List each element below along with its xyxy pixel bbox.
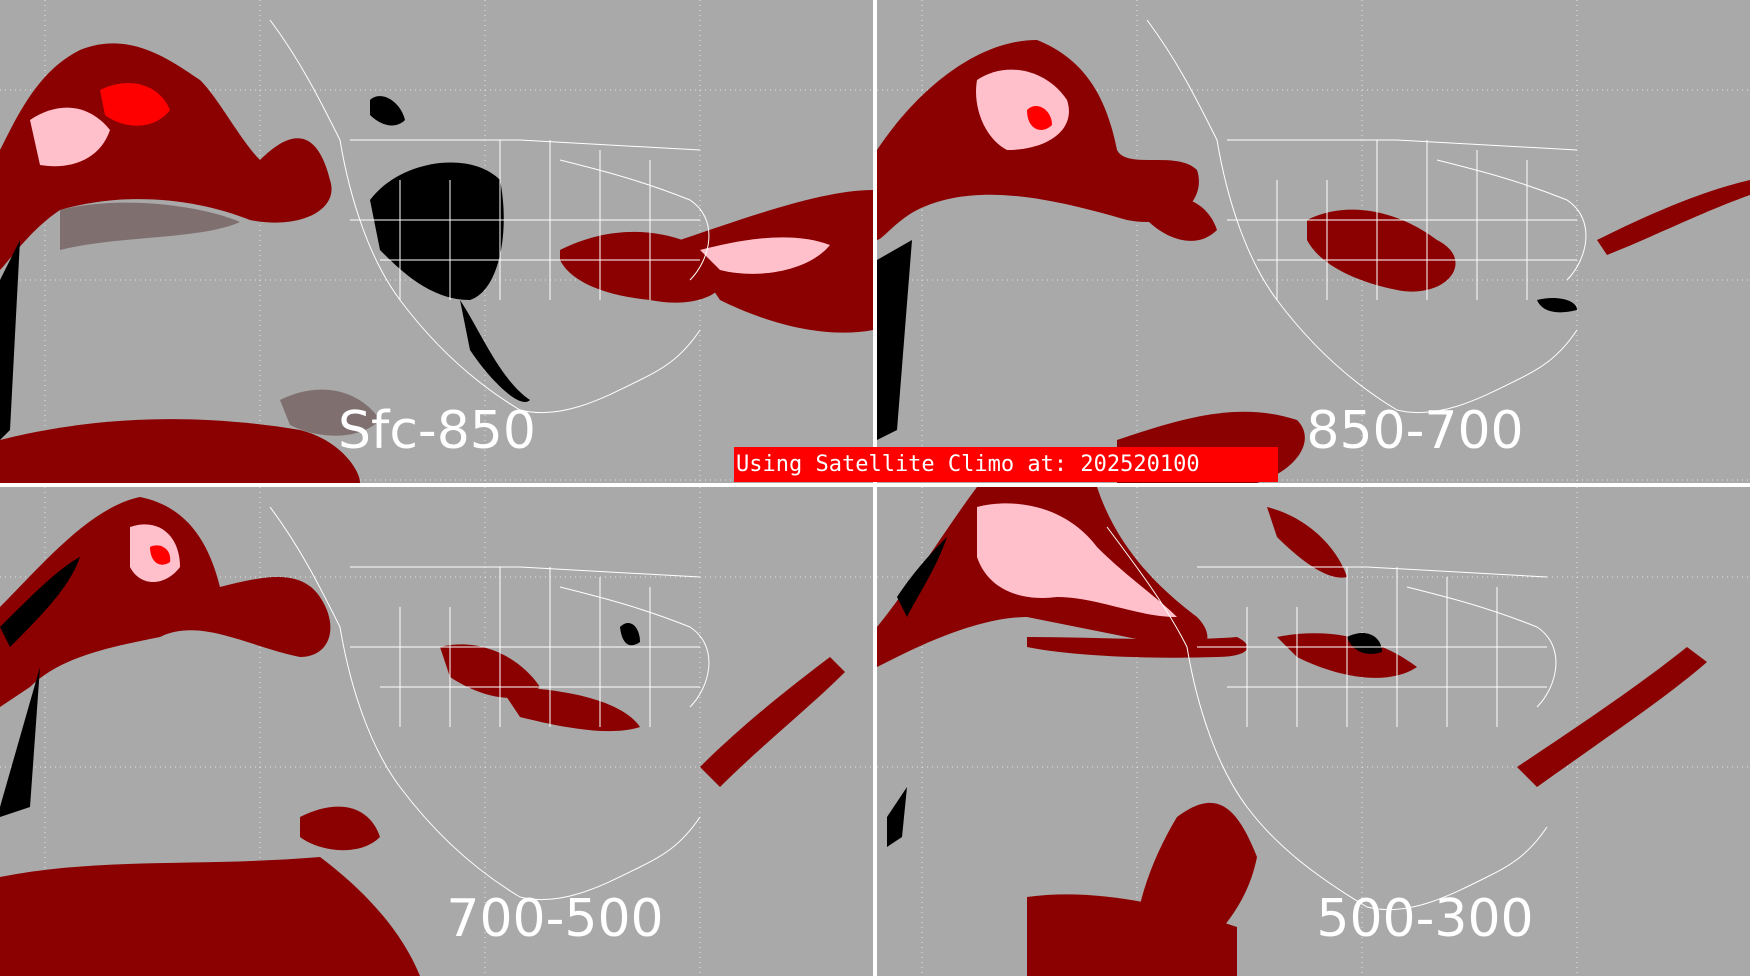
pacific-cloud-haze bbox=[60, 202, 240, 250]
political-boundaries bbox=[269, 19, 710, 414]
pacific-cloud-core bbox=[977, 503, 1177, 617]
left-edge-no-data bbox=[0, 667, 40, 817]
great-basin-no-data bbox=[370, 162, 504, 300]
left-edge-no-data bbox=[887, 787, 907, 847]
pacific-cloud-mid bbox=[1027, 105, 1052, 130]
left-edge-no-data bbox=[877, 240, 912, 440]
cloud-layer bbox=[0, 497, 845, 976]
map-700-500 bbox=[0, 487, 873, 976]
atlantic-streak bbox=[1517, 647, 1707, 787]
map-sfc-850 bbox=[0, 0, 873, 483]
panel-700-500 bbox=[0, 487, 873, 976]
tropical-cloud bbox=[0, 419, 360, 483]
map-500-300 bbox=[877, 487, 1750, 976]
pacific-cloud-band bbox=[0, 43, 332, 270]
pacific-no-data bbox=[897, 537, 947, 617]
horizontal-divider bbox=[0, 483, 1750, 487]
political-boundaries bbox=[1106, 526, 1557, 911]
panel-label-850-700: 850-700 bbox=[1306, 401, 1523, 461]
mexico-no-data bbox=[460, 300, 530, 402]
east-us-cloud bbox=[1307, 209, 1456, 292]
pacific-cloud-core bbox=[30, 107, 110, 167]
tropical-cloud bbox=[300, 806, 380, 851]
cloud-layer bbox=[877, 487, 1707, 976]
east-us-cloud bbox=[560, 231, 726, 303]
tropical-bottom bbox=[0, 857, 420, 976]
pacific-cloud-band bbox=[0, 497, 331, 707]
vertical-divider bbox=[873, 0, 877, 976]
great-lakes-no-data bbox=[620, 622, 640, 646]
climo-banner: Using Satellite Climo at: 202520100 bbox=[734, 447, 1278, 482]
great-lakes-no-data bbox=[1347, 632, 1382, 654]
pacific-no-data bbox=[0, 557, 80, 647]
canada-cloud bbox=[1267, 507, 1347, 578]
panel-label-500-300: 500-300 bbox=[1316, 889, 1533, 949]
panel-sfc-850 bbox=[0, 0, 873, 483]
pacific-cloud-mid bbox=[100, 82, 170, 126]
tropical-bottom bbox=[1027, 894, 1237, 976]
us-cloud-2 bbox=[500, 687, 640, 732]
east-us-cloud-2 bbox=[1147, 196, 1217, 241]
cloud-layer bbox=[0, 43, 873, 483]
panel-label-700-500: 700-500 bbox=[446, 889, 663, 949]
canada-no-data bbox=[370, 96, 405, 126]
political-boundaries bbox=[1146, 19, 1587, 414]
pacific-cloud-core bbox=[976, 69, 1069, 150]
left-edge-no-data bbox=[0, 240, 20, 440]
atlantic-cloud-core bbox=[700, 237, 830, 274]
political-boundaries bbox=[269, 506, 710, 901]
atlantic-streak bbox=[1597, 180, 1750, 255]
us-cloud bbox=[440, 644, 540, 698]
atlantic-streak bbox=[700, 657, 845, 787]
panel-label-sfc-850: Sfc-850 bbox=[338, 401, 536, 461]
panel-500-300 bbox=[877, 487, 1750, 976]
tropical-cloud-haze bbox=[280, 389, 380, 436]
pacific-cloud-mid bbox=[150, 545, 171, 565]
zonal-streak bbox=[1027, 637, 1248, 658]
atlantic-no-data bbox=[1537, 298, 1577, 313]
